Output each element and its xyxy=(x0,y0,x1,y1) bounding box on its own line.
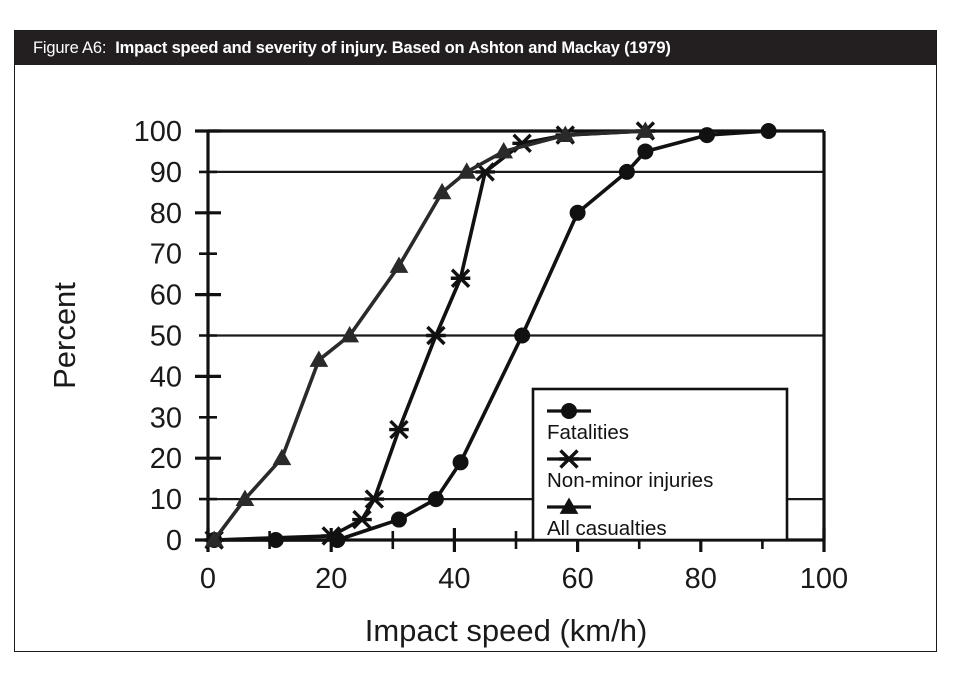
data-point-marker-circle xyxy=(569,204,586,221)
data-point-marker-cross xyxy=(559,449,579,469)
legend-label: All casualties xyxy=(547,517,667,540)
data-point-marker-circle xyxy=(390,511,407,528)
figure-number-label: Figure A6: xyxy=(33,38,107,57)
line-chart: 0 20 40 60 80 100 0 10 20 30 40 50 60 70 80 90 100 Impa… xyxy=(47,116,848,648)
data-point-marker-circle xyxy=(561,403,577,419)
y-tick-label: 60 xyxy=(150,280,182,312)
y-tick-label: 20 xyxy=(150,443,182,475)
data-point-marker-triangle xyxy=(204,530,224,547)
x-tick-label: 0 xyxy=(200,563,216,595)
data-point-marker-circle xyxy=(698,127,715,144)
data-point-marker-triangle xyxy=(272,448,292,466)
y-axis-tick-labels: 0 10 20 30 40 50 60 70 80 90 100 xyxy=(134,116,182,557)
data-point-marker-circle xyxy=(267,532,284,548)
data-point-marker-cross xyxy=(426,325,446,346)
data-point-marker-circle xyxy=(427,491,444,508)
y-axis-title: Percent xyxy=(47,282,82,389)
data-point-marker-cross xyxy=(321,526,341,546)
series-all-casualties xyxy=(204,121,655,547)
x-tick-label: 40 xyxy=(438,563,470,595)
y-tick-label: 80 xyxy=(150,198,182,230)
y-tick-label: 90 xyxy=(150,157,182,189)
y-tick-label: 40 xyxy=(150,361,182,393)
y-tick-label: 50 xyxy=(150,321,182,353)
figure-caption-text: Impact speed and severity of injury. Bas… xyxy=(115,38,671,57)
data-point-marker-triangle xyxy=(559,497,579,514)
legend-item-non-minor-injuries[interactable]: Non-minor injuries xyxy=(547,449,713,493)
axis-titles: Impact speed (km/h) Percent xyxy=(47,282,647,648)
data-point-marker-triangle xyxy=(457,162,477,179)
y-tick-label: 10 xyxy=(150,484,182,516)
data-point-marker-triangle xyxy=(635,121,655,138)
chart-plot-area: 0 20 40 60 80 100 0 10 20 30 40 50 60 70 80 90 100 Impa… xyxy=(15,65,936,651)
data-point-marker-triangle xyxy=(432,182,452,200)
y-axis-ticks xyxy=(195,129,221,542)
data-point-marker-cross xyxy=(364,489,385,509)
legend-label: Non-minor injuries xyxy=(547,469,713,492)
x-tick-label: 60 xyxy=(561,563,593,595)
legend-label: Fatalities xyxy=(547,421,629,444)
data-point-marker-cross xyxy=(450,268,471,288)
data-point-marker-cross xyxy=(352,509,372,530)
data-point-marker-circle xyxy=(760,123,777,139)
x-tick-label: 80 xyxy=(685,563,717,595)
data-point-marker-triangle xyxy=(494,141,514,159)
y-tick-label: 0 xyxy=(166,525,182,557)
data-point-marker-triangle xyxy=(309,350,329,367)
y-tick-label: 70 xyxy=(150,239,182,271)
data-point-marker-circle xyxy=(637,143,654,160)
x-tick-label: 100 xyxy=(800,563,848,595)
data-point-marker-triangle xyxy=(340,325,360,343)
data-point-marker-triangle xyxy=(389,256,409,273)
data-point-marker-circle xyxy=(514,327,531,344)
legend-item-fatalities[interactable]: Fatalities xyxy=(547,403,629,445)
data-point-marker-cross xyxy=(389,419,409,440)
x-axis-tick-labels: 0 20 40 60 80 100 xyxy=(200,563,848,595)
x-tick-label: 20 xyxy=(315,563,347,595)
data-point-marker-triangle xyxy=(235,489,255,506)
x-axis-title: Impact speed (km/h) xyxy=(365,613,648,648)
data-point-marker-circle xyxy=(452,454,469,471)
data-point-marker-triangle xyxy=(555,125,575,142)
data-point-marker-circle xyxy=(618,163,635,180)
figure-panel: Figure A6: Impact speed and severity of … xyxy=(14,30,937,652)
legend-item-all-casualties[interactable]: All casualties xyxy=(547,497,667,541)
data-series-layer xyxy=(204,121,777,550)
chart-legend: Fatalities Non-minor injuries All casualti… xyxy=(531,387,789,542)
y-tick-label: 100 xyxy=(134,116,182,148)
y-tick-label: 30 xyxy=(150,402,182,434)
figure-caption-bar: Figure A6: Impact speed and severity of … xyxy=(15,31,936,65)
